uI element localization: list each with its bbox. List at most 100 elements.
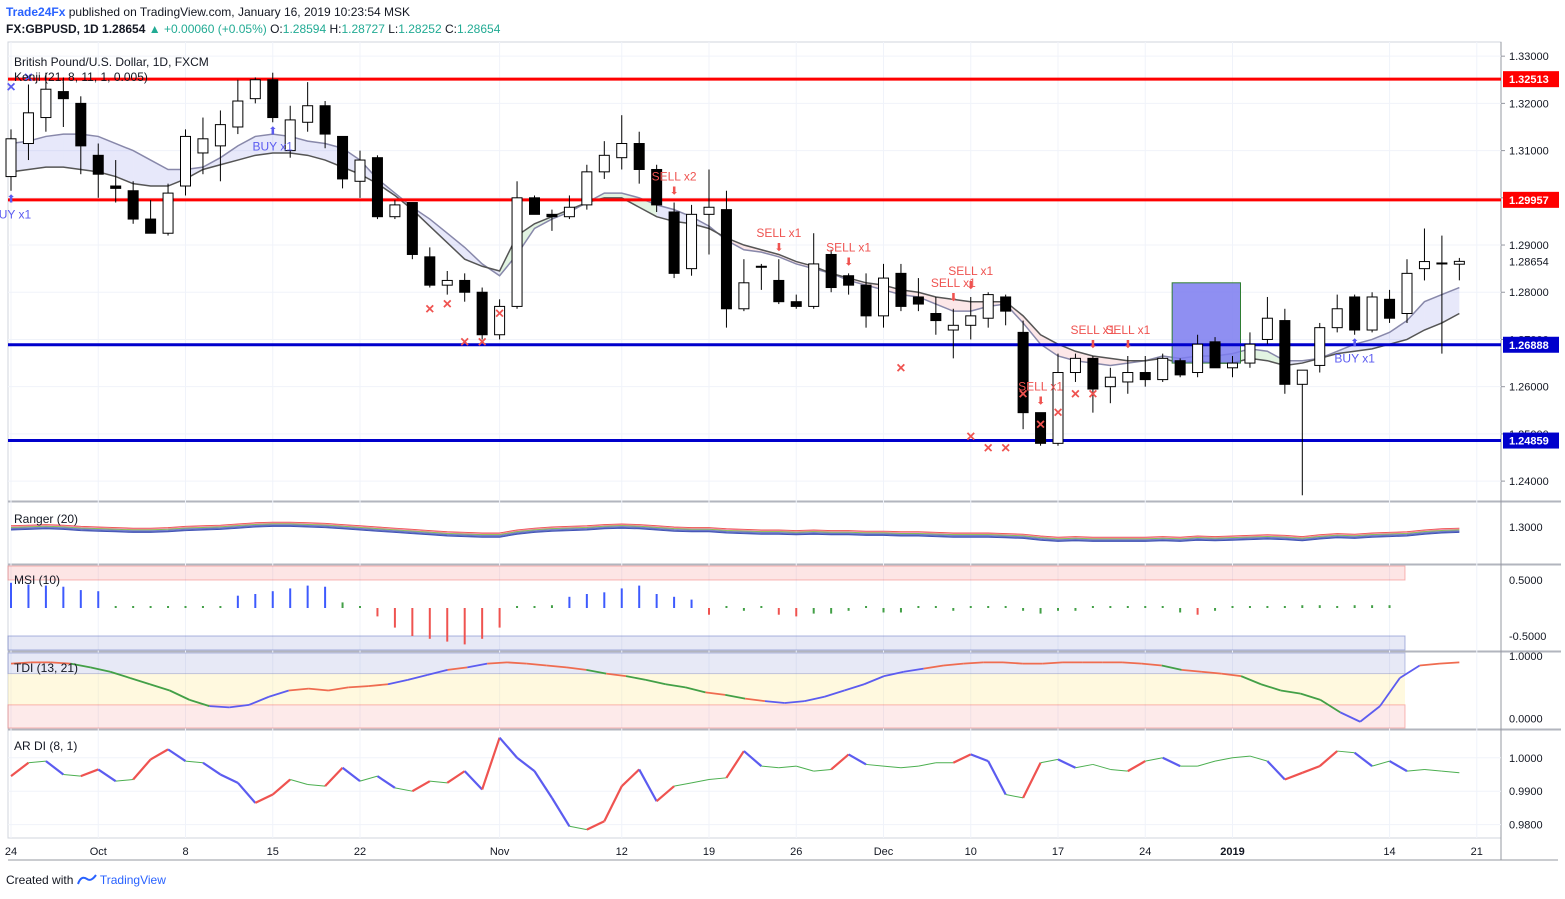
- candle-body[interactable]: [1035, 412, 1047, 444]
- candle-body[interactable]: [424, 256, 436, 286]
- candle-body[interactable]: [563, 206, 575, 218]
- candle-body[interactable]: [284, 119, 296, 152]
- candle-body[interactable]: [633, 143, 645, 170]
- candle-body[interactable]: [808, 263, 820, 307]
- candle-body[interactable]: [1000, 296, 1012, 312]
- candle-body[interactable]: [1401, 272, 1413, 314]
- candle-body[interactable]: [982, 294, 994, 319]
- candle-body[interactable]: [1436, 262, 1448, 265]
- candle-body[interactable]: [389, 204, 401, 218]
- candle-body[interactable]: [180, 135, 191, 187]
- candle-body[interactable]: [441, 279, 453, 286]
- candle-body[interactable]: [145, 218, 157, 234]
- msi-title[interactable]: MSI (10): [14, 573, 60, 587]
- candle-body[interactable]: [1384, 298, 1396, 319]
- ranger-title[interactable]: Ranger (20): [14, 512, 78, 526]
- candle-body[interactable]: [738, 282, 750, 310]
- candle-body[interactable]: [406, 202, 418, 255]
- candle-body[interactable]: [1418, 261, 1430, 270]
- ardi-line-segment: [970, 753, 989, 763]
- candle-body[interactable]: [1244, 343, 1256, 364]
- ardi-line-segment: [446, 770, 466, 784]
- candle-body[interactable]: [703, 206, 715, 215]
- candle-body[interactable]: [214, 124, 226, 147]
- candle-body[interactable]: [1209, 341, 1221, 369]
- candle-body[interactable]: [1296, 369, 1308, 385]
- candle-body[interactable]: [1314, 327, 1326, 366]
- kenji-indicator-label[interactable]: Kenji (21, 8, 11, 1, 0.005): [14, 70, 148, 84]
- sell-arrow-icon: ⬇: [949, 292, 958, 304]
- candle-body[interactable]: [1122, 372, 1134, 383]
- candle-body[interactable]: [965, 315, 977, 326]
- symbol-name[interactable]: FX:GBPUSD, 1D: [6, 22, 99, 36]
- candle-body[interactable]: [40, 88, 52, 119]
- candle-body[interactable]: [755, 265, 767, 268]
- candle-body[interactable]: [197, 138, 209, 154]
- candle-body[interactable]: [5, 138, 17, 178]
- candle-body[interactable]: [232, 100, 244, 128]
- candle-body[interactable]: [1017, 331, 1029, 414]
- tdi-line-segment: [506, 661, 527, 665]
- candle-body[interactable]: [302, 105, 314, 123]
- candle-body[interactable]: [57, 91, 69, 100]
- sell-signal-label: SELL x1: [826, 240, 871, 254]
- candle-body[interactable]: [127, 190, 139, 220]
- candle-body[interactable]: [912, 296, 924, 305]
- candle-body[interactable]: [1052, 372, 1064, 444]
- candle-body[interactable]: [860, 284, 872, 317]
- candle-body[interactable]: [947, 324, 959, 331]
- candle-body[interactable]: [878, 277, 889, 317]
- candle-body[interactable]: [162, 192, 174, 234]
- candle-body[interactable]: [511, 197, 523, 307]
- candle-body[interactable]: [651, 168, 663, 206]
- candle-body[interactable]: [895, 272, 907, 307]
- candle-body[interactable]: [773, 279, 785, 303]
- candle-body[interactable]: [1261, 317, 1273, 340]
- candle-body[interactable]: [930, 312, 942, 322]
- candle-body[interactable]: [1174, 360, 1186, 376]
- candle-body[interactable]: [476, 291, 488, 336]
- candle-body[interactable]: [1069, 357, 1081, 374]
- candle-body[interactable]: [1139, 372, 1151, 381]
- tdi-title[interactable]: TDI (13, 21): [14, 661, 78, 675]
- candle-body[interactable]: [494, 305, 506, 336]
- candle-body[interactable]: [1192, 343, 1204, 374]
- candle-body[interactable]: [1104, 376, 1116, 388]
- candle-body[interactable]: [319, 105, 331, 135]
- candle-body[interactable]: [686, 213, 698, 270]
- candle-body[interactable]: [1366, 296, 1378, 331]
- candle-body[interactable]: [546, 213, 558, 218]
- candle-body[interactable]: [616, 143, 628, 159]
- candle-body[interactable]: [249, 79, 261, 100]
- candle-body[interactable]: [354, 159, 366, 182]
- candle-body[interactable]: [843, 275, 855, 286]
- candle-body[interactable]: [1349, 296, 1361, 331]
- candle-body[interactable]: [1279, 320, 1291, 385]
- candle-body[interactable]: [581, 171, 593, 206]
- candle-body[interactable]: [825, 253, 837, 289]
- ardi-line-segment: [883, 765, 901, 769]
- candle-body[interactable]: [371, 157, 383, 218]
- candle-body[interactable]: [75, 102, 87, 147]
- candle-body[interactable]: [1227, 362, 1238, 369]
- candle-body[interactable]: [1331, 308, 1343, 329]
- highlight-box[interactable]: [1171, 282, 1242, 364]
- candle-body[interactable]: [267, 79, 279, 119]
- candle-body[interactable]: [668, 211, 680, 274]
- candle-body[interactable]: [337, 135, 349, 180]
- tradingview-link[interactable]: TradingView: [99, 873, 166, 887]
- candle-body[interactable]: [110, 185, 122, 189]
- candle-body[interactable]: [459, 279, 471, 293]
- candle-body[interactable]: [720, 209, 732, 310]
- publisher-name[interactable]: Trade24Fx: [6, 5, 66, 19]
- candle-body[interactable]: [1087, 357, 1099, 390]
- candle-body[interactable]: [529, 197, 540, 215]
- candle-body[interactable]: [1453, 260, 1465, 265]
- candle-body[interactable]: [92, 154, 104, 175]
- candle-body[interactable]: [22, 112, 34, 145]
- ardi-title[interactable]: AR DI (8, 1): [14, 739, 77, 753]
- candle-body[interactable]: [1157, 357, 1169, 381]
- candle-body[interactable]: [790, 301, 802, 307]
- candle-body[interactable]: [598, 154, 610, 173]
